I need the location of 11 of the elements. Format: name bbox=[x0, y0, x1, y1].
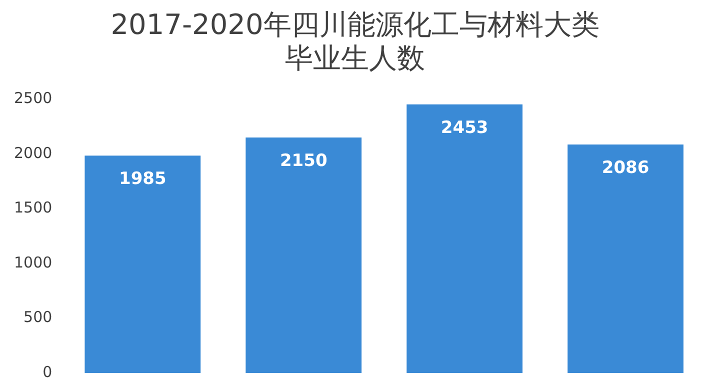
y-tick-label: 1500 bbox=[14, 198, 52, 217]
data-label: 2086 bbox=[602, 158, 650, 178]
chart-title: 2017-2020年四川能源化工与材料大类毕业生人数 bbox=[110, 8, 600, 75]
data-label: 1985 bbox=[118, 169, 166, 190]
y-tick-label: 2500 bbox=[14, 89, 52, 108]
y-tick-label: 1000 bbox=[14, 253, 52, 272]
y-tick-label: 0 bbox=[42, 362, 52, 381]
y-tick-label: 2000 bbox=[14, 144, 52, 162]
data-label: 2453 bbox=[440, 118, 488, 138]
data-label: 2150 bbox=[280, 150, 328, 171]
y-tick-label: 500 bbox=[24, 308, 52, 326]
